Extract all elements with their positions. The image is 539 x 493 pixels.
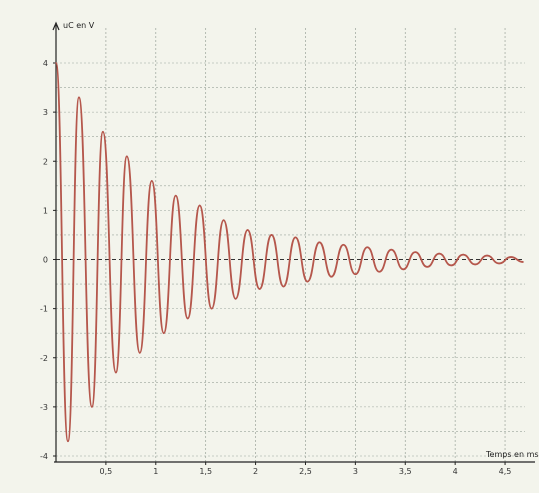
series-point bbox=[294, 236, 297, 239]
series-point bbox=[234, 298, 237, 300]
y-axis-label: uC en V bbox=[63, 21, 95, 30]
series-point bbox=[150, 180, 153, 182]
y-tick-label-0: -4 bbox=[40, 452, 48, 461]
series-point bbox=[270, 234, 273, 236]
series-line-0 bbox=[55, 62, 524, 443]
series-point bbox=[139, 352, 141, 354]
series-point bbox=[486, 254, 488, 257]
series-point bbox=[318, 241, 321, 244]
series-point bbox=[162, 332, 165, 334]
series-point bbox=[186, 317, 189, 320]
series-point bbox=[67, 440, 69, 443]
x-tick-label-8: 4,5 bbox=[499, 467, 512, 476]
x-tick-label-3: 2 bbox=[253, 467, 258, 476]
x-axis-label: Temps en ms bbox=[485, 450, 539, 459]
y-tick-label-5: 1 bbox=[43, 206, 48, 215]
series-point bbox=[210, 307, 213, 310]
series-point bbox=[330, 275, 333, 278]
series-point bbox=[55, 62, 57, 64]
series-group bbox=[55, 62, 524, 443]
y-tick-label-8: 4 bbox=[43, 59, 48, 68]
y-tick-label-2: -2 bbox=[40, 354, 48, 363]
x-tick-label-7: 4 bbox=[453, 467, 458, 476]
series-point bbox=[126, 155, 128, 158]
series-point bbox=[102, 130, 104, 133]
x-tick-label-5: 3 bbox=[353, 467, 358, 476]
series-point bbox=[450, 264, 452, 267]
y-tick-label-4: 0 bbox=[43, 256, 48, 265]
series-point bbox=[306, 280, 309, 283]
y-tick-label-3: -1 bbox=[40, 305, 48, 314]
series-point bbox=[366, 246, 369, 249]
series-point bbox=[378, 270, 381, 273]
x-tick-label-4: 2,5 bbox=[299, 467, 312, 476]
y-tick-label-1: -3 bbox=[40, 403, 48, 412]
y-tick-label-6: 2 bbox=[43, 157, 48, 166]
grid bbox=[56, 28, 525, 462]
series-point bbox=[342, 243, 345, 246]
series-point bbox=[414, 251, 417, 253]
series-point bbox=[91, 406, 93, 408]
series-point bbox=[390, 248, 393, 251]
series-point bbox=[222, 219, 225, 221]
x-tick-label-0: 0,5 bbox=[100, 467, 113, 476]
series-point bbox=[198, 204, 201, 207]
x-tick-label-1: 1 bbox=[153, 467, 158, 476]
series-point bbox=[510, 256, 512, 258]
series-point bbox=[258, 288, 261, 290]
y-axis-arrow bbox=[52, 21, 60, 31]
y-tick-label-7: 3 bbox=[43, 108, 48, 117]
series-point bbox=[522, 261, 524, 263]
series-point bbox=[426, 266, 429, 268]
series-point bbox=[498, 262, 500, 265]
x-tick-label-2: 1,5 bbox=[199, 467, 212, 476]
series-point bbox=[78, 96, 80, 99]
series-point bbox=[438, 252, 440, 255]
series-point bbox=[402, 268, 405, 271]
series-point bbox=[174, 194, 177, 197]
series-point bbox=[474, 263, 476, 266]
series-point bbox=[354, 273, 357, 276]
series-point bbox=[246, 229, 249, 231]
axes bbox=[52, 21, 535, 463]
series-point bbox=[115, 371, 117, 374]
series-point bbox=[282, 285, 285, 288]
x-tick-label-6: 3,5 bbox=[399, 467, 412, 476]
series-point bbox=[462, 253, 464, 256]
tick-labels: -4 -3 -2 -1 0 1 2 3 4 0,5 1 1,5 2 2,5 3 3,5 4 4,5 bbox=[40, 59, 511, 476]
